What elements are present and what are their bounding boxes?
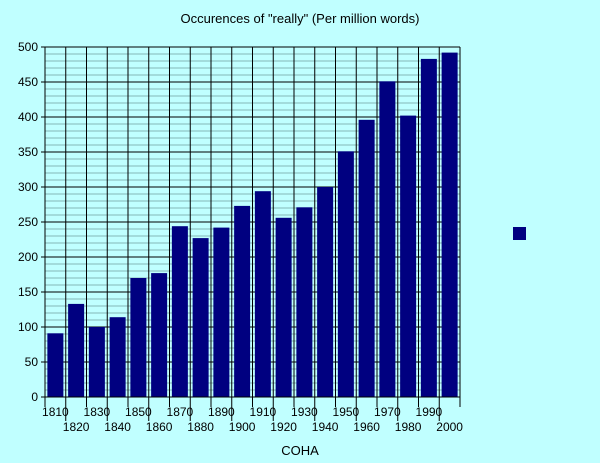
x-tick-labels: 1810182018301840185018601870188018901900… [42, 405, 463, 434]
x-tick-label: 1940 [312, 420, 339, 434]
bar-1870 [171, 226, 188, 397]
chart-title: Occurences of "really" (Per million word… [181, 11, 420, 26]
bar-1890 [213, 227, 230, 397]
bar-1880 [192, 238, 209, 397]
x-tick-label: 1890 [208, 405, 235, 419]
legend-swatch [513, 227, 526, 240]
y-tick-label: 350 [18, 145, 38, 159]
x-tick-label: 1900 [229, 420, 256, 434]
bar-1840 [109, 317, 126, 397]
y-tick-label: 250 [18, 215, 38, 229]
x-tick-label: 1870 [167, 405, 194, 419]
bar-1940 [317, 187, 334, 397]
x-tick-label: 1960 [353, 420, 380, 434]
bar-1830 [88, 327, 105, 397]
bar-1900 [234, 205, 251, 397]
bar-1960 [358, 119, 375, 398]
x-tick-label: 1860 [146, 420, 173, 434]
y-tick-label: 0 [31, 390, 38, 404]
x-tick-label: 1810 [42, 405, 69, 419]
x-tick-label: 1830 [84, 405, 111, 419]
y-tick-label: 200 [18, 250, 38, 264]
x-tick-label: 1930 [291, 405, 318, 419]
bar-1910 [254, 191, 271, 397]
grid [44, 46, 461, 398]
y-tick-label: 500 [18, 40, 38, 54]
y-tick-labels: 0 50 100 150 200 250 300 350 400 450 500 [18, 40, 38, 404]
y-tick-label: 300 [18, 180, 38, 194]
bar-2000 [441, 52, 458, 397]
bar-1930 [296, 207, 313, 397]
bar-1820 [68, 303, 85, 397]
y-tick-label: 100 [18, 320, 38, 334]
x-tick-label: 1980 [395, 420, 422, 434]
x-tick-label: 1970 [374, 405, 401, 419]
y-tick-label: 450 [18, 75, 38, 89]
y-tick-label: 150 [18, 285, 38, 299]
bar-1860 [151, 273, 168, 397]
x-tick-label: 1880 [187, 420, 214, 434]
bar-1920 [275, 217, 292, 397]
x-tick-label: 1850 [125, 405, 152, 419]
x-tick-label: 1820 [63, 420, 90, 434]
x-tick-label: 2000 [436, 420, 463, 434]
bars [47, 52, 458, 398]
bar-1810 [47, 333, 64, 397]
bar-1980 [400, 115, 417, 397]
y-tick-label: 400 [18, 110, 38, 124]
bar-1990 [420, 58, 437, 398]
bar-1850 [130, 278, 147, 397]
x-tick-label: 1840 [104, 420, 131, 434]
x-axis-label: COHA [281, 443, 319, 458]
bar-1950 [337, 151, 354, 397]
x-tick-label: 1950 [333, 405, 360, 419]
axes [41, 46, 461, 421]
bar-1970 [379, 81, 396, 398]
y-tick-label: 50 [25, 355, 39, 369]
x-tick-label: 1910 [250, 405, 277, 419]
x-tick-label: 1990 [416, 405, 443, 419]
x-tick-label: 1920 [270, 420, 297, 434]
